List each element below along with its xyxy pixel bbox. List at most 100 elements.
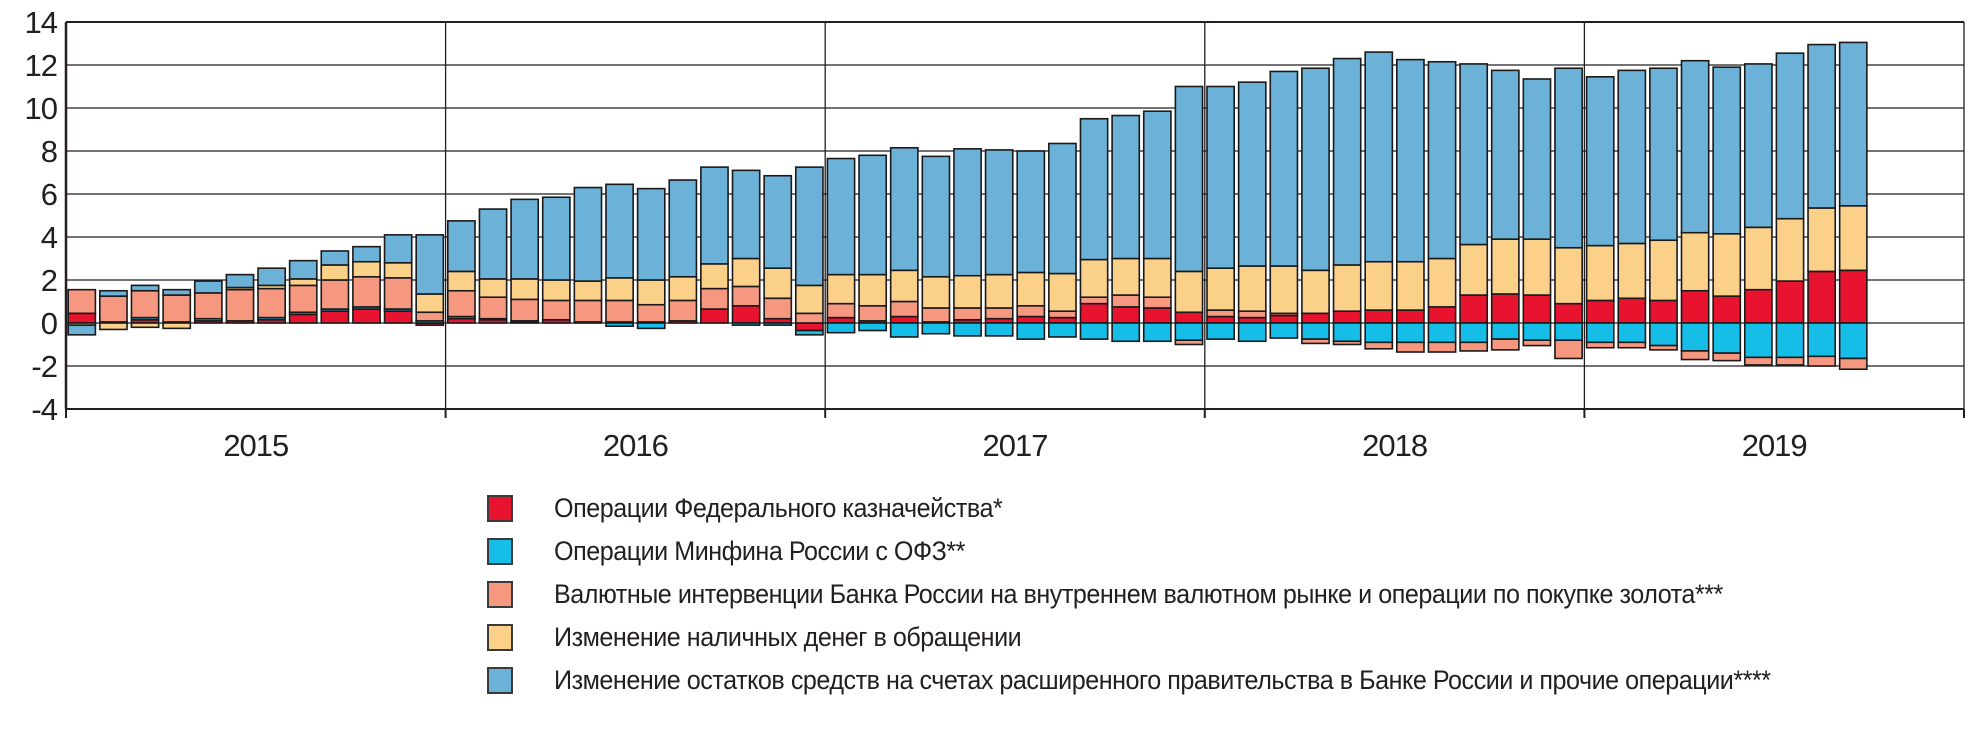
bar-segment [1585, 244, 1615, 302]
bar-segment [1522, 78, 1552, 240]
bar-segment [1554, 67, 1583, 249]
bar-segment [605, 277, 634, 302]
bar-segment [1142, 307, 1172, 324]
bar-segment [67, 312, 97, 324]
bar-segment [1680, 322, 1710, 352]
bar-segment [605, 299, 634, 323]
bar-segment [1301, 322, 1330, 340]
chart-plot-area: 14 12 10 8 6 4 2 0 -2 -4 2015 2016 2017 2018 2019 [25, 5, 1965, 463]
bar-segment [984, 273, 1014, 309]
bar-segment [573, 299, 603, 323]
bar-segment [415, 234, 445, 295]
bar-segment [731, 304, 761, 324]
bar-segment [1775, 280, 1805, 324]
bar-segment [573, 186, 603, 282]
bar-segment [1048, 322, 1077, 338]
bar-segment [700, 263, 729, 290]
bar-segment [1617, 341, 1647, 349]
bar-segment [858, 273, 888, 307]
bar-segment [984, 322, 1014, 337]
bar-segment [1459, 294, 1489, 324]
legend-item-treasury: Операции Федерального казначейства* [487, 487, 1862, 530]
bar-segment [1807, 270, 1837, 324]
bar-segment [763, 174, 793, 269]
bar-segment [1617, 297, 1647, 324]
bar-segment [1111, 306, 1141, 324]
legend-swatch-ofz [487, 538, 513, 565]
bar-segment [99, 295, 128, 323]
bar-segment [731, 322, 761, 326]
bar-segment [383, 234, 413, 264]
bar-segment [1585, 341, 1615, 349]
bar-segment [605, 322, 634, 328]
bar-segment [889, 315, 919, 324]
bar-segment [352, 275, 381, 308]
bar-segment [478, 208, 508, 280]
y-axis-tick-label: -2 [31, 349, 57, 384]
x-axis-year-label: 2015 [223, 428, 288, 463]
bar-segment [1048, 310, 1077, 319]
bar-segment [446, 270, 476, 292]
bar-segment [257, 267, 287, 287]
bar-segment [731, 285, 761, 307]
bar-segment [130, 322, 160, 329]
bar-segment [541, 196, 571, 281]
bar-segment [1712, 352, 1742, 362]
bar-segment [1301, 338, 1330, 345]
bar-segment [1649, 299, 1678, 324]
bar-segment [446, 220, 476, 273]
bar-segment [1807, 43, 1837, 209]
bar-segment [1649, 344, 1678, 351]
bar-segment [700, 287, 729, 310]
y-axis-tick-label: 2 [41, 263, 57, 298]
bar-segment [953, 148, 982, 277]
bar-segment [889, 300, 919, 318]
bar-segment [1332, 57, 1362, 266]
bar-segment [1079, 296, 1109, 305]
legend-label-cash: Изменение наличных денег в обращении [554, 622, 1022, 652]
bar-segment [130, 284, 160, 292]
bar-segment [288, 259, 318, 280]
y-axis-tick-label: 10 [25, 91, 58, 126]
bar-segment [1364, 341, 1394, 350]
bar-segment [1301, 67, 1330, 272]
bar-segment [446, 289, 476, 318]
bar-segment [99, 322, 128, 331]
bar-segment [1838, 357, 1868, 371]
bar-segment [1490, 338, 1520, 351]
bar-segment [1649, 67, 1678, 242]
bar-segment [1206, 322, 1236, 340]
bar-segment [1775, 322, 1805, 359]
bar-segment [1016, 322, 1046, 340]
legend-swatch-cash [487, 624, 513, 651]
bar-segment [984, 149, 1014, 276]
bar-segment [1079, 302, 1109, 324]
bar-segment [1617, 242, 1647, 300]
bar-segment [1174, 322, 1204, 342]
bar-segment [1838, 41, 1868, 207]
bar-segment [1016, 271, 1046, 307]
bar-segment [921, 155, 951, 278]
y-axis-tick-label: 4 [41, 220, 58, 255]
bar-segment [1680, 231, 1710, 292]
bar-segment [1490, 322, 1520, 340]
bar-segment [1459, 341, 1489, 352]
bar-segment [1269, 322, 1299, 339]
bar-segment [1142, 110, 1172, 260]
bar-segment [1427, 257, 1457, 308]
bar-segment [1680, 350, 1710, 361]
bar-segment [383, 261, 413, 279]
bar-segment [320, 279, 350, 310]
legend-label-treasury: Операции Федерального казначейства* [554, 493, 1003, 523]
bar-segment [1649, 322, 1678, 347]
chart-legend: Операции Федерального казначейства* Опер… [487, 487, 1862, 702]
bar-segment [668, 299, 698, 322]
bar-segment [1332, 264, 1362, 312]
bar-segment [225, 288, 255, 322]
bar-segment [162, 288, 192, 296]
bar-segment [1807, 207, 1837, 273]
bar-segment [731, 169, 761, 260]
bar-segment [858, 322, 888, 332]
y-axis-tick-label: -4 [31, 392, 57, 427]
bar-segment [1585, 76, 1615, 247]
